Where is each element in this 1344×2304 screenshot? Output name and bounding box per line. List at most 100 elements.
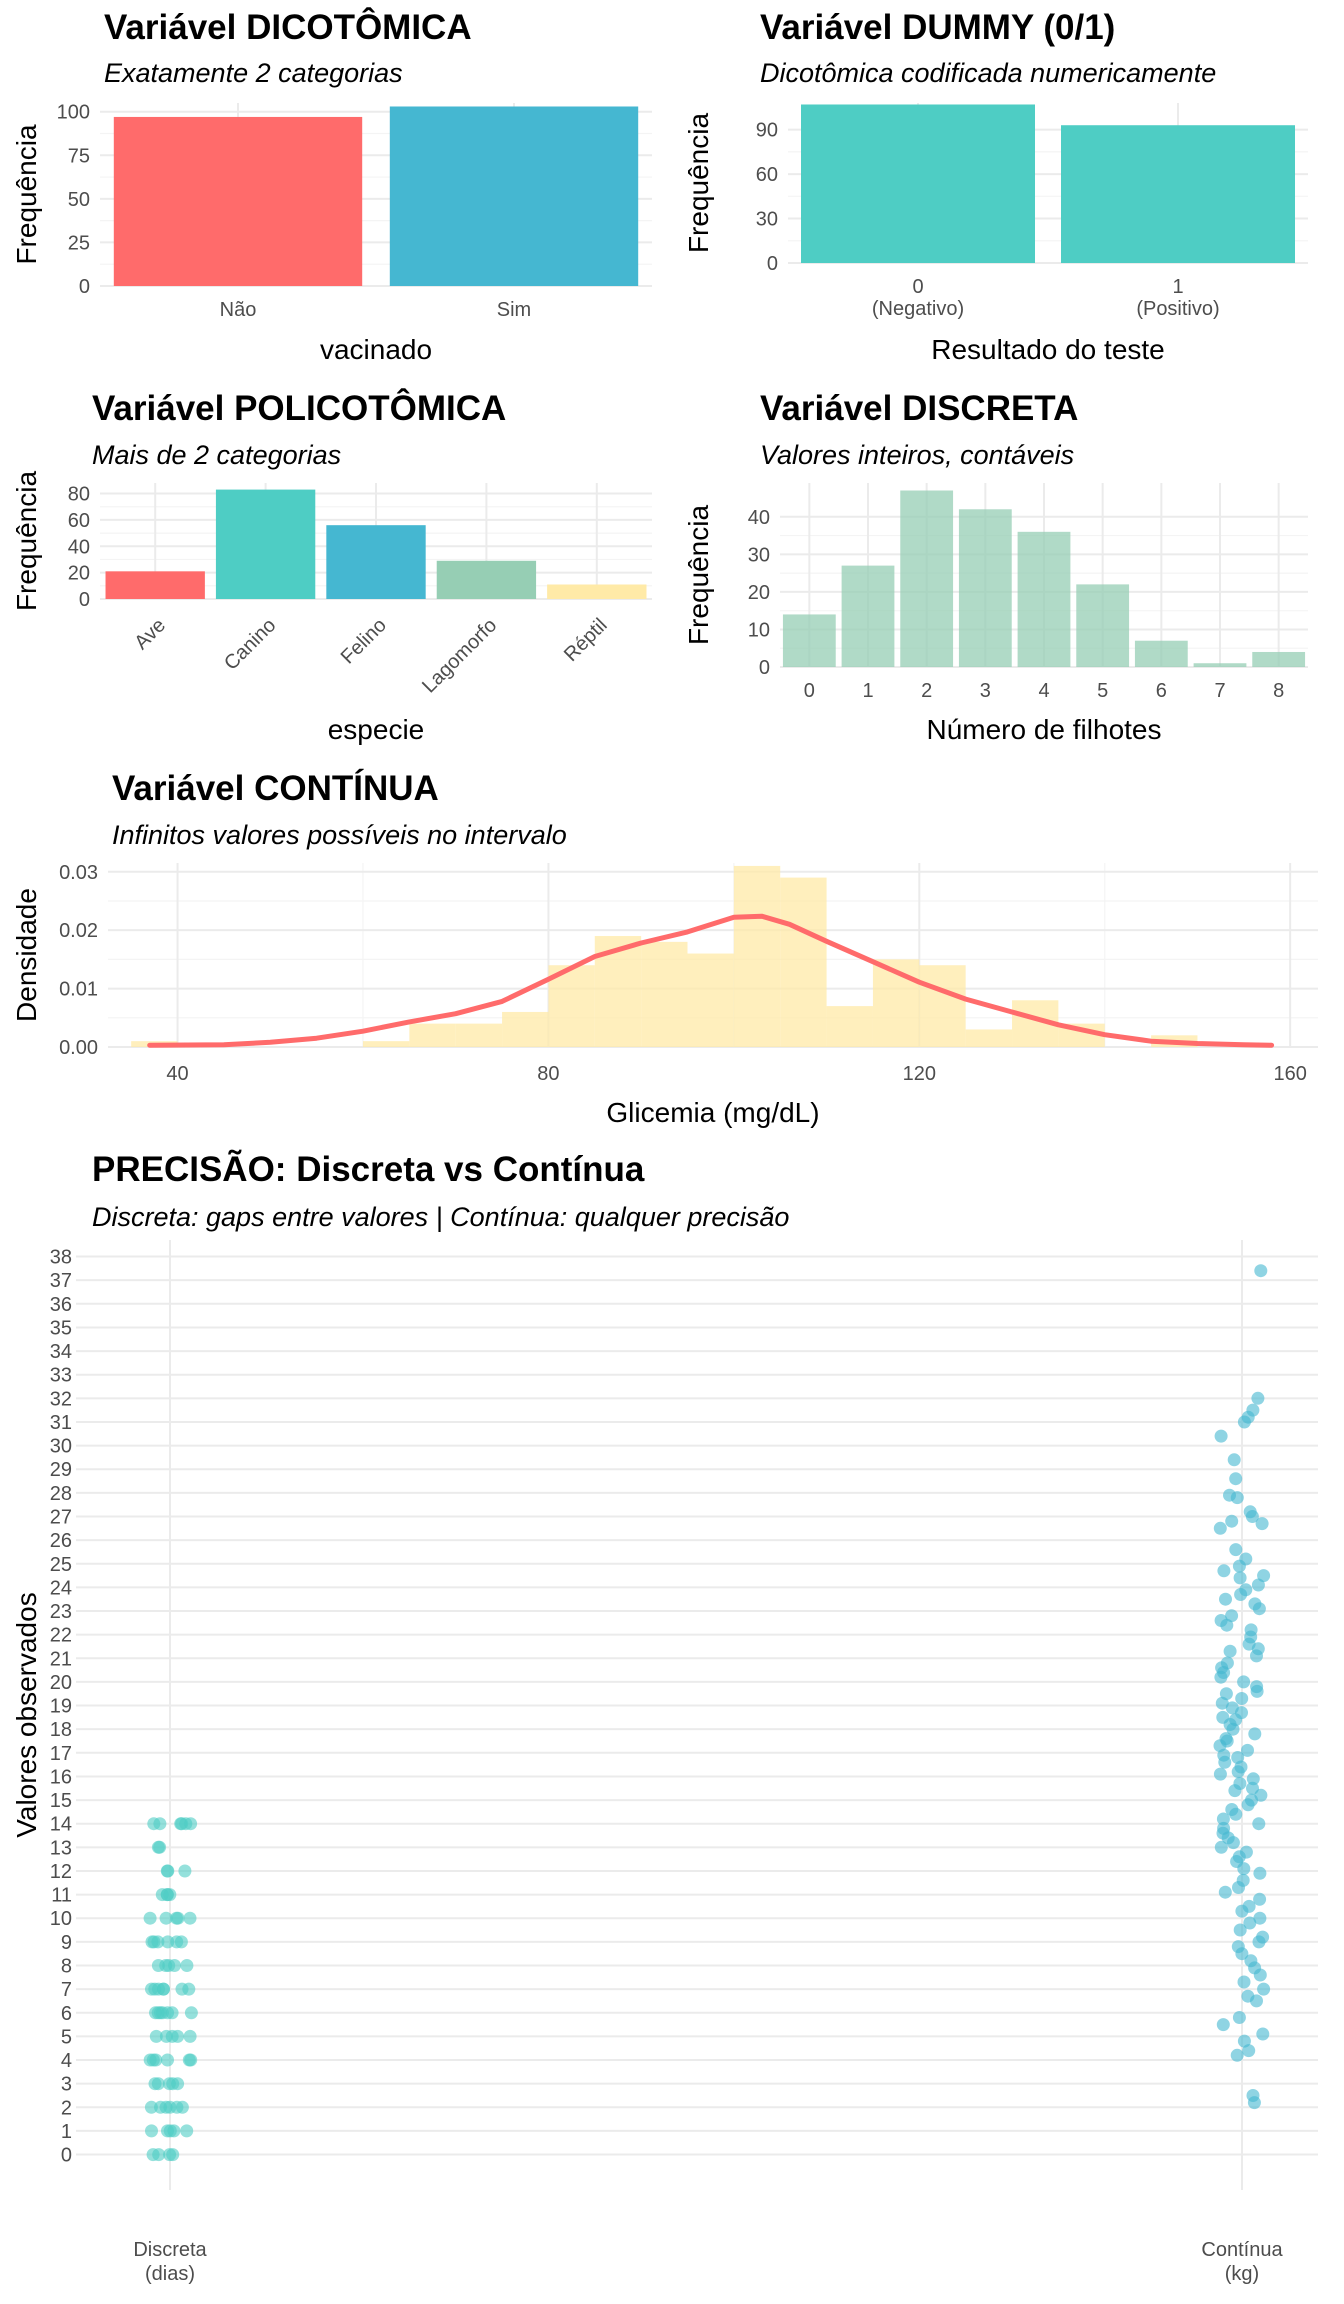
histogram-bar <box>919 965 966 1047</box>
x-tick-label: 0 <box>804 680 815 702</box>
scatter-point <box>154 2100 167 2114</box>
x-axis-label: especie <box>328 714 425 745</box>
scatter-point <box>1225 1514 1239 1528</box>
y-tick-label: 10 <box>748 619 770 641</box>
y-tick-label: 17 <box>50 1743 72 1765</box>
bar <box>547 584 647 599</box>
scatter-point <box>1235 1904 1249 1918</box>
scatter-point <box>1214 1840 1228 1854</box>
bar <box>1252 651 1306 667</box>
scatter-point <box>1243 1916 1257 1930</box>
x-tick-label: 8 <box>1273 680 1284 702</box>
scatter-point <box>162 2077 176 2091</box>
histogram-bar <box>362 1041 410 1047</box>
scatter-point <box>1235 1947 1249 1961</box>
y-tick-label: 25 <box>68 232 90 254</box>
y-tick-label: 35 <box>50 1317 72 1339</box>
y-tick-label: 4 <box>61 2050 72 2072</box>
y-tick-label: 37 <box>50 1270 72 1292</box>
y-tick-label: 10 <box>50 1908 72 1930</box>
y-tick-label: 13 <box>50 1837 72 1859</box>
scatter-point <box>1223 1644 1237 1658</box>
scatter-point <box>153 1817 167 1831</box>
scatter-point <box>1214 1670 1228 1684</box>
y-tick-label: 60 <box>756 164 778 186</box>
y-tick-label: 2 <box>61 2097 72 2119</box>
panel-discreta: Variável DISCRETA Valores inteiros, cont… <box>672 380 1344 760</box>
scatter-point <box>1250 1994 1263 2008</box>
scatter-point <box>1245 1510 1259 1523</box>
x-axis-label: Número de filhotes <box>926 714 1161 745</box>
y-tick-label: 31 <box>50 1412 72 1434</box>
y-tick-label: 18 <box>50 1719 72 1741</box>
scatter-point <box>1231 1765 1245 1779</box>
bar <box>782 614 836 667</box>
y-tick-label: 9 <box>61 1932 72 1954</box>
scatter-point <box>1252 1817 1266 1831</box>
histogram-bar <box>502 1011 549 1047</box>
y-tick-label: 0 <box>767 253 778 275</box>
chart-title: Variável CONTÍNUA <box>112 769 439 808</box>
panel-dummy: Variável DUMMY (0/1) Dicotômica codifica… <box>672 0 1344 380</box>
scatter-point <box>180 1959 194 1972</box>
scatter-point <box>1233 1571 1247 1585</box>
x-tick-label: 7 <box>1214 680 1225 702</box>
y-tick-label: 12 <box>50 1861 72 1883</box>
chart-title: Variável DISCRETA <box>760 389 1079 428</box>
scatter-point <box>1227 1453 1241 1467</box>
x-tick-label: 5 <box>1097 680 1108 702</box>
bar <box>105 571 205 599</box>
scatter-point <box>1241 1743 1254 1757</box>
bar <box>113 116 363 286</box>
y-tick-label: 0 <box>79 589 90 611</box>
scatter-point <box>1213 1521 1227 1535</box>
bar-chart-dummy: 0 30 60 90 0 (Negativo) 1 (Positivo) Resultado d… <box>683 103 1308 365</box>
scatter-point <box>1251 1391 1265 1405</box>
scatter-point <box>1237 1975 1251 1989</box>
scatter-point <box>1230 2048 1244 2062</box>
y-tick-label: 29 <box>50 1459 72 1481</box>
y-tick-label: 34 <box>50 1341 72 1363</box>
y-tick-label: 0 <box>79 276 90 298</box>
bar <box>801 104 1035 264</box>
y-tick-label: 90 <box>756 120 778 142</box>
x-tick-label: Discreta (dias) <box>133 2239 207 2285</box>
histogram-bar <box>548 965 595 1047</box>
x-axis-label: Glicemia (mg/dL) <box>606 1097 819 1128</box>
y-tick-label: 8 <box>61 1955 72 1977</box>
y-tick-label: 26 <box>50 1530 72 1552</box>
chart-title: Variável POLICOTÔMICA <box>92 389 507 428</box>
x-tick-label: 120 <box>903 1063 936 1085</box>
bar <box>841 565 895 667</box>
scatter-point <box>170 1911 183 1925</box>
y-tick-label: 38 <box>50 1247 72 1269</box>
scatter-point <box>160 1864 174 1878</box>
y-tick-label: 30 <box>756 209 778 231</box>
scatter-point <box>1229 1807 1243 1821</box>
histogram-bar <box>733 865 781 1047</box>
scatter-point <box>1213 1767 1227 1781</box>
scatter-point <box>182 1982 196 1996</box>
scatter-point <box>1233 1923 1247 1937</box>
panel-precisao: PRECISÃO: Discreta vs Contínua Discreta:… <box>0 1140 1344 2304</box>
scatter-point <box>1226 1722 1240 1736</box>
y-tick-label: 25 <box>50 1554 72 1576</box>
y-tick-label: 14 <box>50 1814 72 1836</box>
chart-title: Variável DUMMY (0/1) <box>760 8 1116 47</box>
x-tick-label: 40 <box>166 1063 188 1085</box>
scatter-point <box>1237 1675 1251 1689</box>
x-tick-label: 2 <box>921 680 932 702</box>
y-tick-label: 19 <box>50 1696 72 1718</box>
scatter-point <box>161 2053 174 2067</box>
bar <box>326 525 426 599</box>
bar <box>1134 640 1188 667</box>
scatter-point <box>1247 2096 1261 2110</box>
y-tick-label: 36 <box>50 1294 72 1316</box>
y-tick-label: 20 <box>68 563 90 585</box>
scatter-point <box>1218 1755 1232 1769</box>
histogram-bar <box>455 1023 503 1047</box>
histogram-bar <box>965 1029 1013 1047</box>
scatter-point <box>143 1911 157 1925</box>
scatter-point <box>144 2100 158 2114</box>
y-tick-label: 6 <box>61 2003 72 2025</box>
